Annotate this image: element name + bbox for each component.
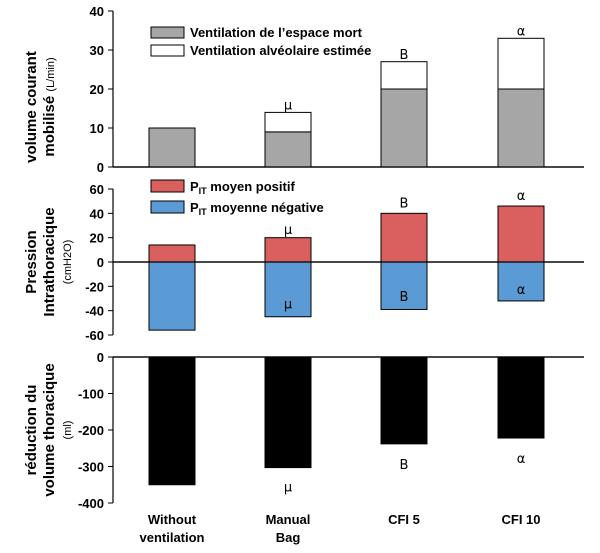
bar-panel2-s0-1 [264, 237, 312, 263]
bar-panel2-s1-0 [148, 261, 196, 331]
y-axis-title-line: volume thoracique [41, 363, 58, 496]
bar-alveolar-1 [264, 111, 312, 133]
y-axis-title-text: PressionIntrathoracique (cmH2O) [23, 207, 74, 316]
legend-rest: moyenne négative [207, 200, 324, 215]
y-tick-label: -20 [85, 279, 104, 294]
significance-marker: µ [284, 99, 292, 114]
x-category-label: Without ventilation [139, 512, 204, 545]
bars-layer [113, 37, 584, 486]
y-axis-title: volume courantmobilisé (L/min) [23, 51, 58, 163]
y-tick-label: -200 [78, 423, 104, 438]
y-tick-label: 40 [90, 206, 104, 221]
y-axis-unit: (ml) [62, 421, 74, 440]
significance-marker: µ [284, 297, 292, 312]
bar-alveolar-3 [497, 37, 545, 90]
legend-label-dead-space: Ventilation de l’espace mort [190, 25, 363, 40]
y-axis-title-text: réduction duvolume thoracique (ml) [23, 363, 74, 496]
bar-dead-space-2 [380, 88, 428, 168]
y-axis-title-line: Intrathoracique [41, 207, 58, 316]
y-tick-label: 0 [97, 160, 104, 175]
y-tick-label: -300 [78, 460, 104, 475]
y-tick-label: 60 [90, 182, 104, 197]
y-axis-title-line: Pression [23, 230, 40, 293]
bar-panel2-s1-2 [380, 261, 428, 310]
y-tick-label: -400 [78, 496, 104, 511]
x-category-line: CFI 10 [501, 512, 540, 527]
x-category-label: CFI 10 [501, 512, 540, 527]
legend-swatch-positive [150, 179, 185, 193]
y-tick-label: 0 [97, 255, 104, 270]
y-axis-title-line: mobilisé [41, 92, 58, 157]
legend-swatch-dead-space [150, 26, 185, 39]
significance-marker: α [517, 189, 526, 204]
text-layer: 0 10 20 30 40 µ Bα volume courantmobilisé (L/mi… [23, 4, 541, 545]
x-category-label: Manual Bag [266, 512, 311, 545]
bar-panel2-s0-2 [380, 212, 428, 263]
bar-panel2-s0-0 [148, 244, 196, 263]
significance-marker: µ [284, 223, 292, 238]
y-tick-label: -60 [85, 328, 104, 343]
significance-marker: B [400, 48, 409, 63]
bar-dead-space-0 [148, 127, 196, 168]
legend-label-alveolar: Ventilation alvéolaire estimée [190, 43, 371, 58]
y-axis-unit: (cmH2O) [62, 240, 74, 285]
y-tick-label: -100 [78, 387, 104, 402]
y-tick-label: 20 [90, 231, 104, 246]
bar-dead-space-1 [264, 131, 312, 168]
legend-swatch-negative [150, 200, 185, 214]
significance-marker: α [517, 25, 526, 40]
x-category-line: ventilation [139, 530, 204, 545]
x-category-line: Bag [276, 530, 301, 545]
y-tick-label: 30 [90, 43, 104, 58]
y-tick-label: 40 [90, 4, 104, 19]
significance-marker: B [400, 290, 409, 305]
significance-marker: B [400, 196, 409, 211]
legend-main: P [190, 179, 199, 194]
legend-swatch-alveolar [150, 44, 185, 57]
y-axis-title-text: volume courantmobilisé (L/min) [23, 51, 58, 163]
y-tick-label: 0 [97, 350, 104, 365]
y-axis-unit: (L/min) [45, 57, 57, 91]
y-axis-title: PressionIntrathoracique (cmH2O) [23, 207, 74, 316]
legend-label-positive: PIT moyen positif [190, 179, 295, 196]
y-tick-label: 10 [90, 121, 104, 136]
x-category-label: CFI 5 [388, 512, 420, 527]
x-category-line: CFI 5 [388, 512, 420, 527]
bar-panel2-s0-3 [497, 205, 545, 263]
legend-rest: moyen positif [207, 179, 296, 194]
y-tick-label: 20 [90, 82, 104, 97]
bar-panel3-s0-2 [380, 356, 428, 445]
y-axis-title-line: réduction du [23, 385, 40, 476]
x-category-line: Manual [266, 512, 311, 527]
legend-label-negative: PIT moyenne négative [190, 200, 324, 217]
y-axis-title-line: volume courant [23, 51, 40, 163]
bar-panel3-s0-0 [148, 356, 196, 486]
bar-dead-space-3 [497, 88, 545, 168]
bar-panel2-s1-1 [264, 261, 312, 318]
significance-marker: B [400, 458, 409, 473]
y-axis-title: réduction duvolume thoracique (ml) [23, 363, 74, 496]
legend-subscript: IT [199, 207, 208, 217]
bar-panel3-s0-3 [497, 356, 545, 439]
legend-subscript: IT [199, 186, 208, 196]
significance-marker: µ [284, 481, 292, 496]
bar-alveolar-2 [380, 61, 428, 90]
y-tick-label: -40 [85, 304, 104, 319]
legend-main: P [190, 200, 199, 215]
significance-marker: α [517, 283, 526, 298]
x-category-line: Without [148, 512, 197, 527]
significance-marker: α [517, 452, 526, 467]
bar-panel3-s0-1 [264, 356, 312, 469]
